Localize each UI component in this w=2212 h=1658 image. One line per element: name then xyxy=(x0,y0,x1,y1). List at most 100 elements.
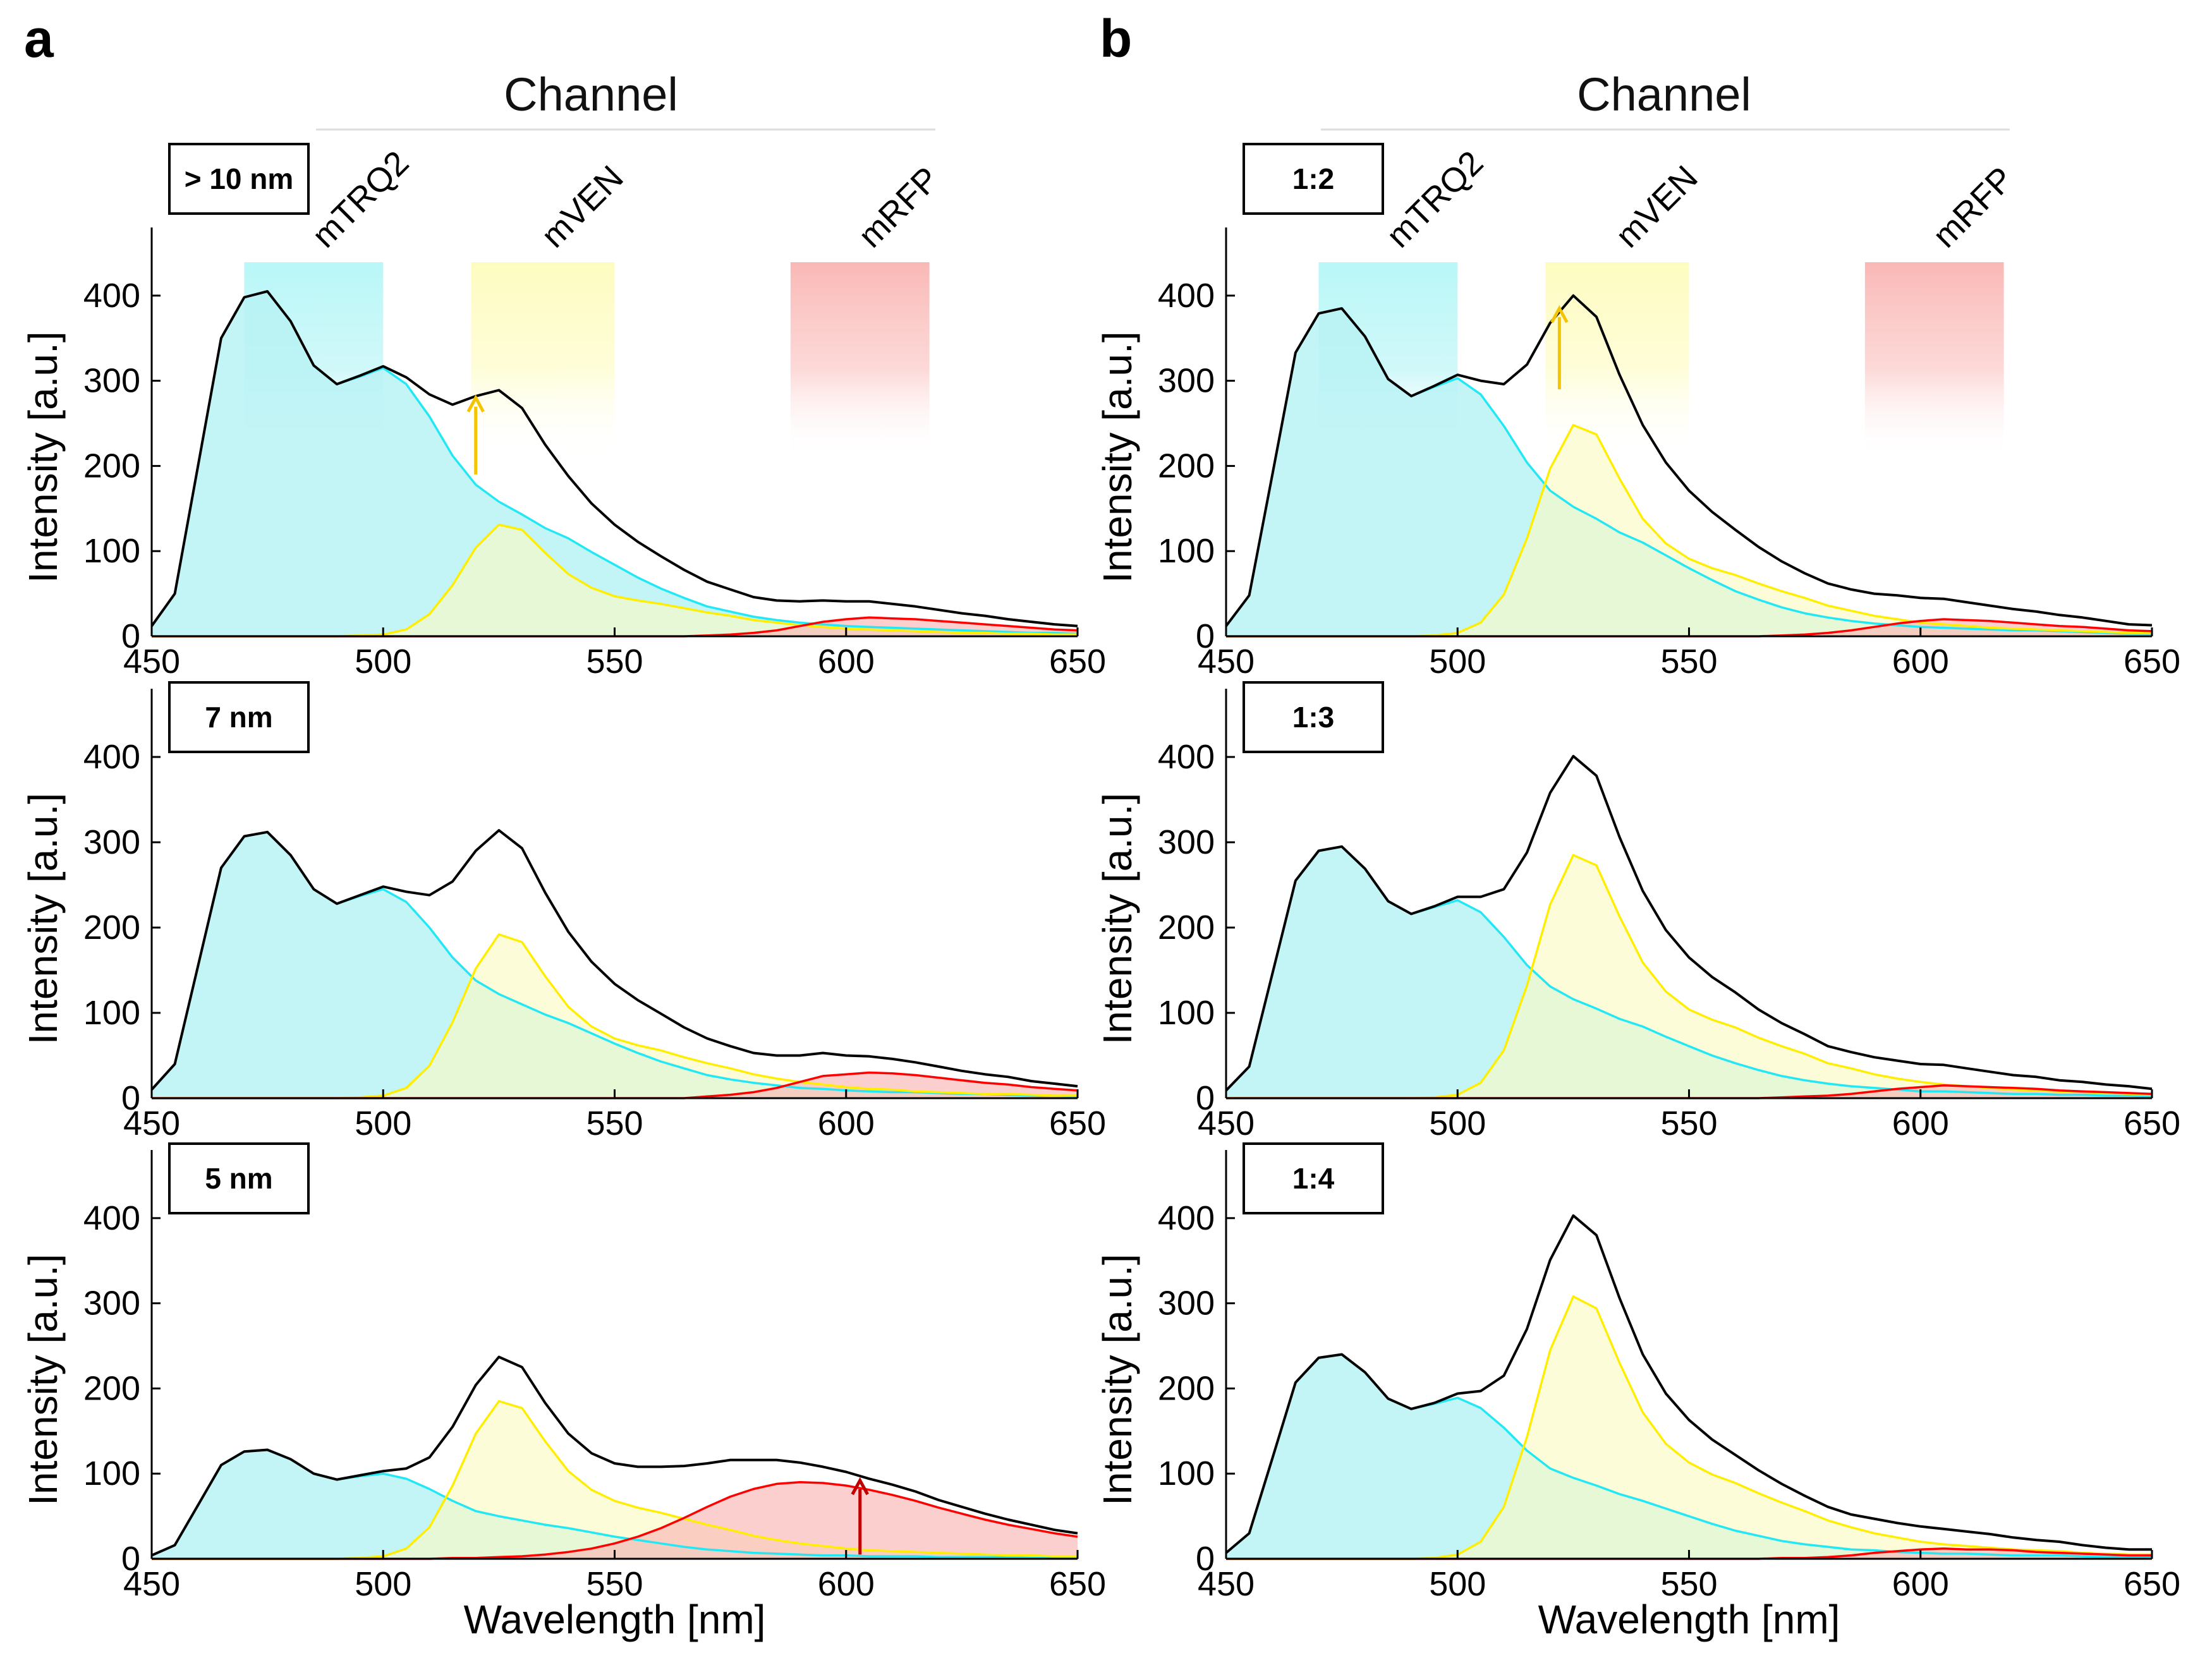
series-area-mven xyxy=(1226,1296,2152,1559)
condition-badge-label: 5 nm xyxy=(205,1162,272,1195)
channel-band-mrfp xyxy=(790,262,930,458)
condition-badge xyxy=(1243,681,1384,753)
series-area-mven xyxy=(1226,425,2152,636)
channel-label-mven: mVEN xyxy=(534,159,631,255)
channel-label-mtrq2: mTRQ2 xyxy=(1379,143,1490,255)
y-tick-label: 200 xyxy=(1158,1369,1215,1407)
y-tick-label: 300 xyxy=(83,362,140,400)
panel-letter-b: b xyxy=(1100,9,1132,68)
y-tick-label: 100 xyxy=(1158,532,1215,570)
channel-label-mtrq2: mTRQ2 xyxy=(305,143,416,255)
series-area-mven xyxy=(1226,855,2152,1098)
series-area-mven xyxy=(152,524,1078,636)
y-tick-label: 400 xyxy=(83,738,140,776)
series-line-sum xyxy=(1225,294,2153,627)
condition-badge xyxy=(168,681,310,753)
y-tick-label: 200 xyxy=(1158,447,1215,485)
y-tick-label: 100 xyxy=(83,994,140,1032)
x-tick-label: 550 xyxy=(586,1104,643,1142)
x-tick-label: 650 xyxy=(2124,1565,2180,1603)
y-tick-label: 200 xyxy=(83,909,140,947)
condition-badge-label: 1:3 xyxy=(1292,701,1334,734)
x-tick-label: 600 xyxy=(818,643,875,681)
y-axis-label: Intensity [a.u.] xyxy=(1095,1254,1140,1505)
x-tick-label: 450 xyxy=(1198,1104,1255,1142)
series-area-mtrq2 xyxy=(1226,1354,2152,1559)
y-tick-label: 100 xyxy=(1158,1455,1215,1492)
x-tick-label: 650 xyxy=(2124,643,2180,681)
channel-band-mven xyxy=(471,262,615,458)
series-area-mven xyxy=(152,1401,1078,1559)
channel-band-mrfp xyxy=(1864,262,2004,458)
subplots-layer: mTRQ2 mVEN mRFP 450 500 550 600 650 0 100 200 300 40… xyxy=(20,143,2180,1642)
series-area-mtrq2 xyxy=(152,291,1078,637)
x-tick-label: 450 xyxy=(123,1565,180,1603)
condition-badge xyxy=(1243,143,1384,215)
y-axis-label: Intensity [a.u.] xyxy=(1095,331,1140,583)
series-area-mrfp xyxy=(152,1482,1078,1559)
series-line-sum xyxy=(150,829,1078,1091)
condition-badge xyxy=(168,1142,310,1214)
channel-title-b: Channel xyxy=(1577,68,1751,121)
chart-a-2: 450 500 550 600 650 0 100 200 300 400 Intensity [a… xyxy=(20,681,1106,1142)
x-tick-label: 600 xyxy=(1892,643,1949,681)
x-tick-label: 550 xyxy=(1660,1565,1717,1603)
x-tick-label: 500 xyxy=(1429,1565,1486,1603)
x-tick-label: 500 xyxy=(355,1565,411,1603)
y-tick-label: 400 xyxy=(1158,1199,1215,1237)
arrow-head xyxy=(851,1477,869,1496)
channel-band-mven xyxy=(1545,262,1689,458)
series-area-mven xyxy=(152,934,1078,1098)
series-line-sum xyxy=(151,1355,1078,1557)
y-tick-label: 300 xyxy=(1158,823,1215,861)
chart-a-3: 450 500 550 600 650 0 100 200 300 400 Intensity [a… xyxy=(20,1142,1106,1642)
y-axis-label: Intensity [a.u.] xyxy=(20,1254,66,1505)
x-tick-label: 450 xyxy=(1198,643,1255,681)
condition-badge-label: 1:4 xyxy=(1292,1162,1335,1195)
x-axis-label: Wavelength [nm] xyxy=(1538,1597,1840,1642)
series-area-mtrq2 xyxy=(152,832,1078,1098)
x-tick-label: 600 xyxy=(818,1565,875,1603)
y-tick-label: 400 xyxy=(83,277,140,315)
panel-letter-a: a xyxy=(24,9,54,68)
chart-b-3: 450 500 550 600 650 0 100 200 300 400 Intensity [a… xyxy=(1095,1142,2180,1642)
y-tick-label: 300 xyxy=(1158,362,1215,400)
series-area-mtrq2 xyxy=(152,1449,1078,1559)
x-tick-label: 600 xyxy=(818,1104,875,1142)
x-tick-label: 650 xyxy=(1049,643,1106,681)
condition-badge-label: > 10 nm xyxy=(185,162,294,195)
x-tick-label: 600 xyxy=(1892,1565,1949,1603)
x-tick-label: 500 xyxy=(355,1104,411,1142)
arrow-head xyxy=(1550,305,1569,324)
chart-b-1: mTRQ2 mVEN mRFP 450 500 550 600 650 0 100 200 300 40… xyxy=(1095,143,2180,681)
series-line-sum xyxy=(150,290,1078,627)
x-tick-label: 450 xyxy=(1198,1565,1255,1603)
y-axis-label: Intensity [a.u.] xyxy=(20,331,66,583)
channel-label-mrfp: mRFP xyxy=(1926,160,2021,255)
x-axis-label: Wavelength [nm] xyxy=(464,1597,766,1642)
x-tick-label: 650 xyxy=(1049,1565,1106,1603)
series-line-sum xyxy=(1225,754,2153,1092)
channel-title-a: Channel xyxy=(504,68,678,121)
chart-a-1: mTRQ2 mVEN mRFP 450 500 550 600 650 0 100 200 300 40… xyxy=(20,143,1106,681)
y-tick-label: 0 xyxy=(121,617,140,655)
y-tick-label: 0 xyxy=(1196,1540,1215,1578)
x-tick-label: 450 xyxy=(123,1104,180,1142)
y-tick-label: 200 xyxy=(83,447,140,485)
y-axis-label: Intensity [a.u.] xyxy=(20,793,66,1044)
y-tick-label: 0 xyxy=(1196,1079,1215,1117)
chart-b-2: 450 500 550 600 650 0 100 200 300 400 Intensity [a… xyxy=(1095,681,2180,1142)
condition-badge xyxy=(168,143,310,215)
series-line-sum xyxy=(1225,1214,2152,1554)
arrow-head xyxy=(466,394,485,413)
series-area-mtrq2 xyxy=(1226,846,2152,1098)
channel-label-mven: mVEN xyxy=(1608,159,1705,255)
x-tick-label: 650 xyxy=(2124,1104,2180,1142)
y-tick-label: 300 xyxy=(83,823,140,861)
y-tick-label: 100 xyxy=(83,532,140,570)
x-tick-label: 500 xyxy=(1429,643,1486,681)
y-tick-label: 100 xyxy=(1158,994,1215,1032)
y-tick-label: 0 xyxy=(1196,617,1215,655)
y-tick-label: 200 xyxy=(1158,909,1215,947)
